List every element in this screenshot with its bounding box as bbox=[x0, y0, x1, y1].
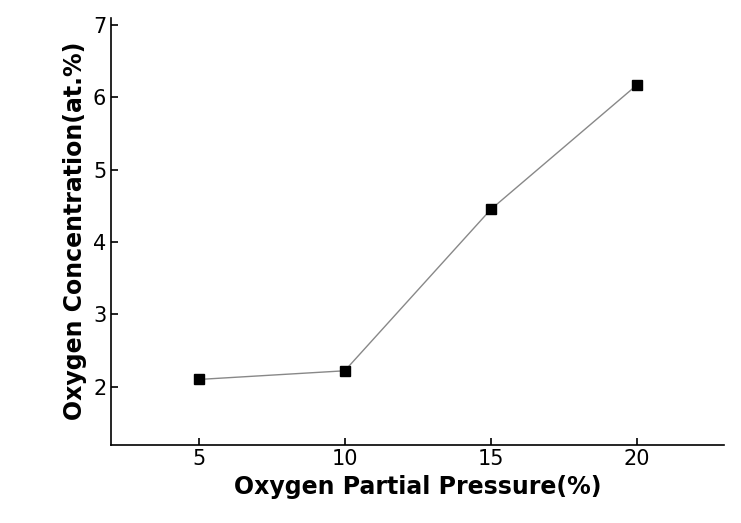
X-axis label: Oxygen Partial Pressure(%): Oxygen Partial Pressure(%) bbox=[234, 475, 602, 499]
Y-axis label: Oxygen Concentration(at.%): Oxygen Concentration(at.%) bbox=[64, 42, 87, 420]
